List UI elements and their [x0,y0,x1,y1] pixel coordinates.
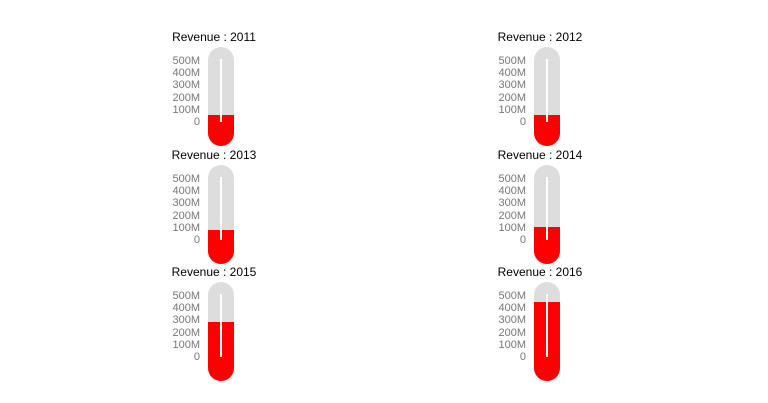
tick-label: 300M [172,314,200,327]
tick-label: 200M [172,209,200,222]
tick-label: 200M [498,326,526,339]
tick-label: 400M [172,302,200,315]
tick-label: 400M [172,67,200,80]
tick-label: 100M [498,338,526,351]
tick-label: 400M [498,302,526,315]
tick-label: 400M [498,185,526,198]
thermometer-needle [546,59,548,122]
tick-label: 0 [519,351,526,363]
tick-label: 100M [498,221,526,234]
tick-label: 200M [498,209,526,222]
thermometer-gauge: Revenue : 2011 0 100M 200M 300M 400M 500M [154,30,274,146]
tick-label: 0 [193,234,200,246]
thermometer-gauge: Revenue : 2016 0 100M 200M 300M 400M 500M [480,265,600,381]
tick-label: 500M [498,55,526,67]
thermometer-gauge: Revenue : 2014 0 100M 200M 300M 400M 500M [480,148,600,264]
tick-label: 500M [172,173,200,185]
tick-label: 400M [172,185,200,198]
tick-label: 200M [172,326,200,339]
tick-label: 300M [498,79,526,92]
tick-label: 200M [498,91,526,104]
tick-label: 300M [172,79,200,92]
tick-label: 300M [498,197,526,210]
tick-label: 300M [498,314,526,327]
gauge-title: Revenue : 2014 [497,148,583,162]
tick-label: 100M [172,338,200,351]
thermometer-needle [220,177,222,240]
thermometer-needle [220,59,222,122]
thermometer-gauge: Revenue : 2012 0 100M 200M 300M 400M 500M [480,30,600,146]
tick-label: 500M [172,55,200,67]
tick-label: 0 [193,351,200,363]
tick-label: 100M [172,103,200,116]
gauge-title: Revenue : 2015 [171,265,257,279]
tick-label: 500M [498,290,526,302]
tick-label: 100M [498,103,526,116]
tick-label: 500M [498,173,526,185]
gauge-title: Revenue : 2011 [172,30,256,44]
thermometer-needle [220,294,222,357]
gauge-title: Revenue : 2012 [497,30,583,44]
tick-label: 0 [193,116,200,128]
gauge-title: Revenue : 2013 [171,148,257,162]
thermometer-gauge: Revenue : 2013 0 100M 200M 300M 400M 500M [154,148,274,264]
thermometer-gauge: Revenue : 2015 0 100M 200M 300M 400M 500M [154,265,274,381]
thermometer-needle [546,294,548,357]
tick-label: 0 [519,234,526,246]
thermometer-needle [546,177,548,240]
tick-label: 500M [172,290,200,302]
tick-label: 400M [498,67,526,80]
tick-label: 300M [172,197,200,210]
tick-label: 200M [172,91,200,104]
tick-label: 0 [519,116,526,128]
tick-label: 100M [172,221,200,234]
gauge-title: Revenue : 2016 [497,265,583,279]
